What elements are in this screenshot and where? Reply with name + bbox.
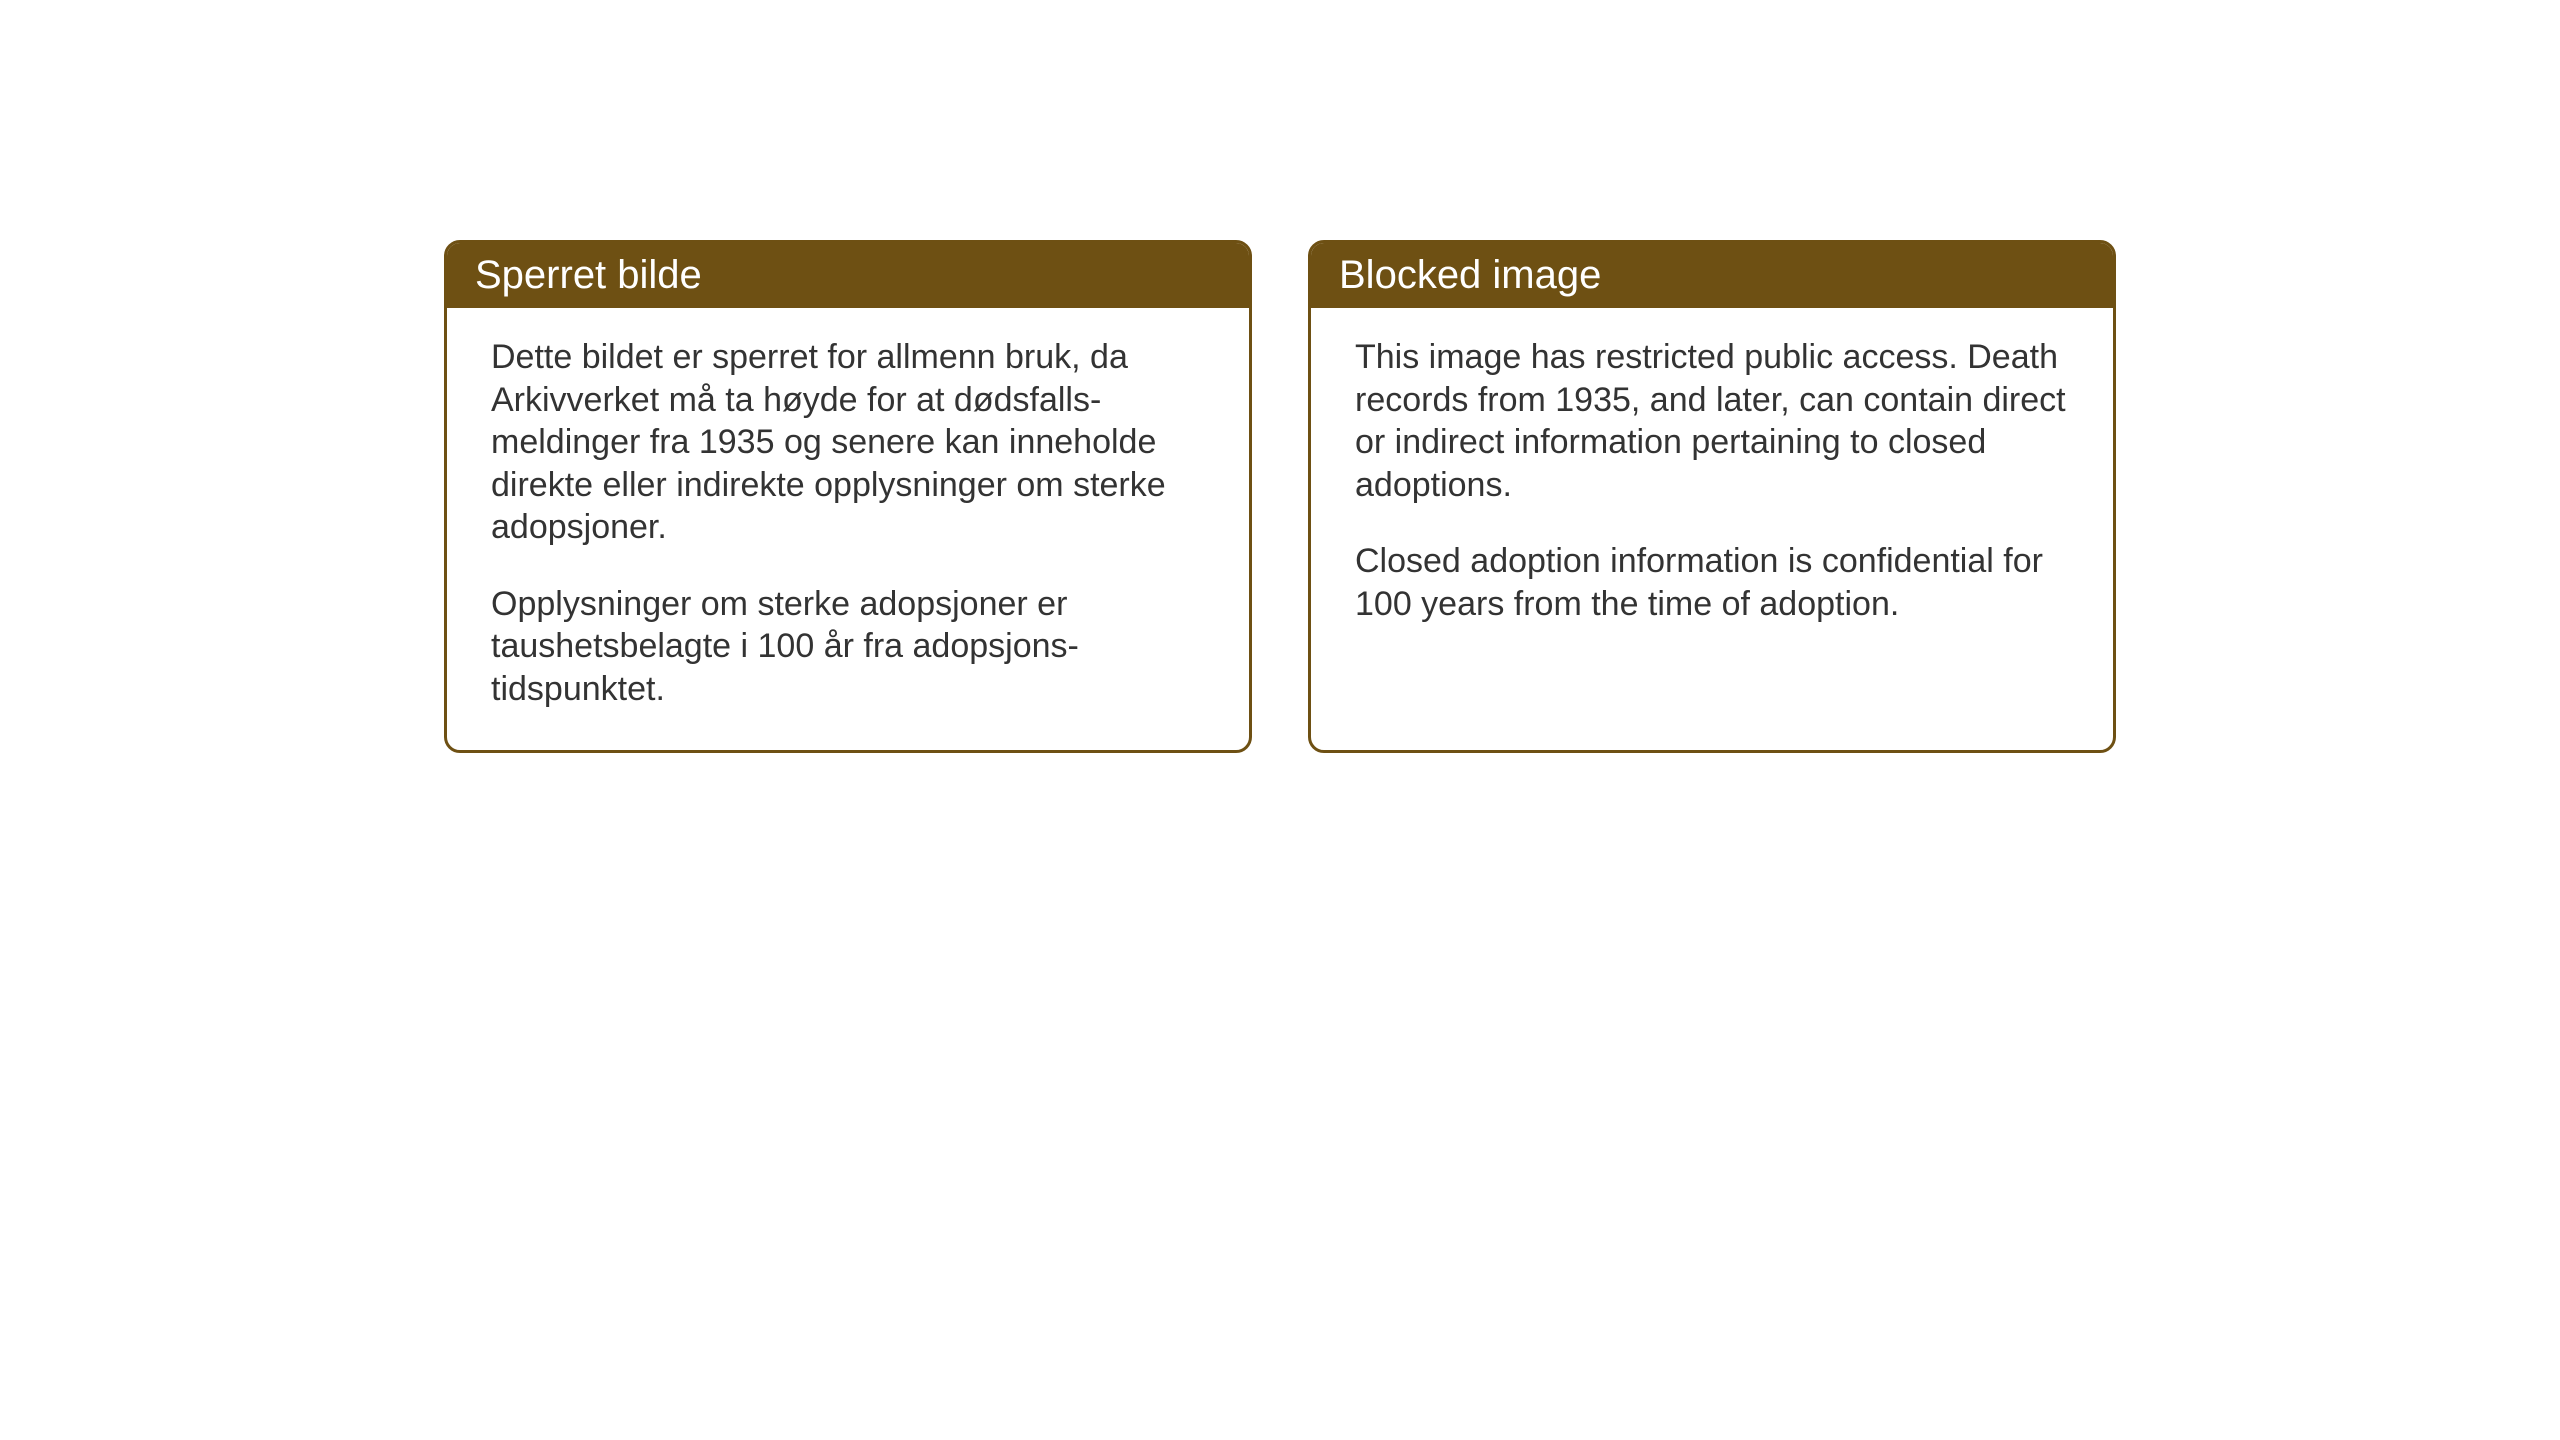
notice-paragraph-2-english: Closed adoption information is confident…: [1355, 540, 2069, 625]
notice-body-english: This image has restricted public access.…: [1311, 308, 2113, 665]
notice-container: Sperret bilde Dette bildet er sperret fo…: [444, 240, 2116, 753]
notice-box-english: Blocked image This image has restricted …: [1308, 240, 2116, 753]
notice-paragraph-1-norwegian: Dette bildet er sperret for allmenn bruk…: [491, 336, 1205, 549]
notice-paragraph-2-norwegian: Opplysninger om sterke adopsjoner er tau…: [491, 583, 1205, 711]
notice-paragraph-1-english: This image has restricted public access.…: [1355, 336, 2069, 506]
notice-box-norwegian: Sperret bilde Dette bildet er sperret fo…: [444, 240, 1252, 753]
notice-header-norwegian: Sperret bilde: [447, 243, 1249, 308]
notice-body-norwegian: Dette bildet er sperret for allmenn bruk…: [447, 308, 1249, 750]
notice-header-english: Blocked image: [1311, 243, 2113, 308]
